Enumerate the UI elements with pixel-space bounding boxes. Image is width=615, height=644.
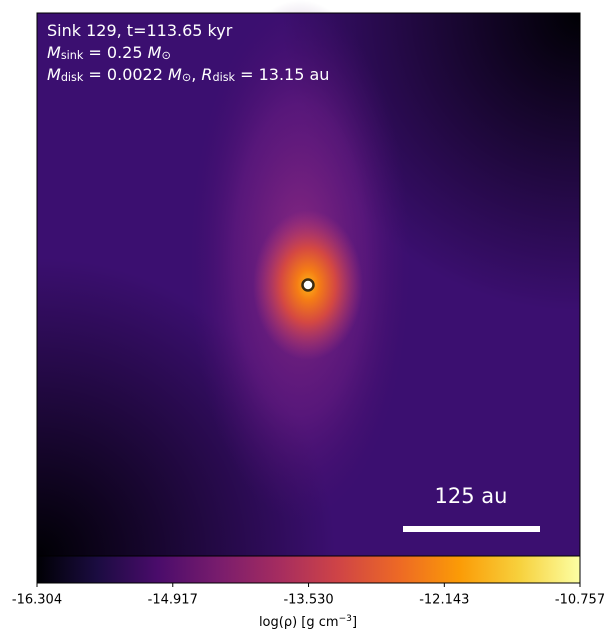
- text-segment: Sink 129, t=113.65 kyr: [47, 21, 233, 40]
- text-segment: disk: [212, 71, 235, 84]
- colorbar-label: log(ρ) [g cm−3]: [259, 614, 357, 630]
- text-segment: ⊙: [161, 49, 170, 62]
- text-segment: −3: [339, 614, 353, 624]
- text-segment: ]: [352, 615, 357, 630]
- colorbar-tick-label: -16.304: [12, 593, 62, 608]
- scale-bar-label: 125 au: [435, 484, 508, 508]
- text-segment: = 0.25: [83, 43, 147, 62]
- text-segment: = 13.15 au: [235, 65, 329, 84]
- text-segment: sink: [61, 49, 84, 62]
- colorbar-tick-label: -13.530: [283, 593, 333, 608]
- text-segment: ,: [191, 65, 201, 84]
- density-map: [36, 0, 581, 557]
- scale-bar: [403, 526, 540, 532]
- colorbar-tick-label: -10.757: [555, 593, 605, 608]
- text-segment: R: [201, 65, 212, 84]
- colorbar-tick-label: -12.143: [419, 593, 469, 608]
- text-segment: = 0.0022: [83, 65, 168, 84]
- text-segment: M: [168, 65, 182, 84]
- text-segment: M: [47, 65, 61, 84]
- annotation: Msink = 0.25 M⊙: [47, 43, 171, 62]
- text-segment: ⊙: [182, 71, 191, 84]
- text-segment: disk: [61, 71, 84, 84]
- sink-marker: [301, 278, 315, 292]
- colorbar: [36, 555, 581, 584]
- text-segment: M: [148, 43, 162, 62]
- text-segment: log(ρ) [g cm: [259, 615, 339, 630]
- annotation: Mdisk = 0.0022 M⊙, Rdisk = 13.15 au: [47, 65, 329, 84]
- text-segment: M: [47, 43, 61, 62]
- annotation: Sink 129, t=113.65 kyr: [47, 21, 233, 40]
- colorbar-tick-label: -14.917: [148, 593, 198, 608]
